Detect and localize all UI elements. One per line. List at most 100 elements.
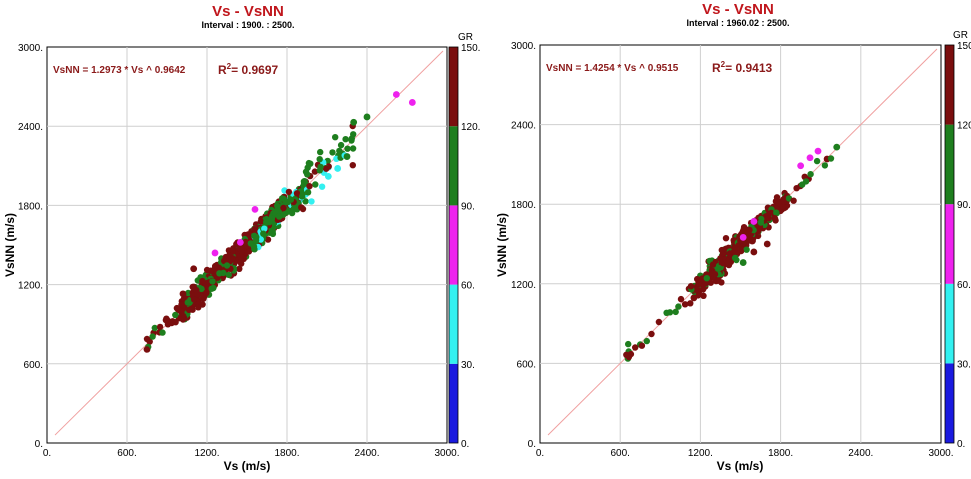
data-point [251,205,259,213]
data-point [185,306,193,313]
data-point [632,344,639,351]
data-point [151,324,158,332]
data-point [638,342,646,349]
data-point [323,165,330,172]
data-point [302,198,309,205]
data-point [264,236,272,243]
x-axis-label: Vs (m/s) [224,459,271,473]
data-point [814,147,822,155]
data-point [709,270,716,277]
x-tick-label: 0. [43,448,51,459]
data-point [740,224,748,231]
data-point [717,255,724,262]
colorbar-labels: 0. 30. 60. 90. 120 150 [957,41,971,450]
data-point [827,155,835,162]
y-tick-labels: 0. 600. 1200. 1800. 2400. 3000. [511,41,536,450]
data-point [765,215,772,222]
colorbar-frame [944,44,955,444]
x-tick-label: 2400. [848,448,873,459]
y-tick-label: 1800. [18,201,43,212]
data-point [324,172,332,180]
data-point [690,294,698,302]
data-point [750,218,758,225]
colorbar-tick-label: 120 [957,121,971,132]
data-point [317,163,324,171]
data-point [304,164,311,171]
data-point [773,194,781,201]
data-point [191,296,198,303]
data-point [236,243,244,251]
data-point [349,162,356,169]
x-tick-labels: 0. 600. 1200. 1800. 2400. 3000. [536,448,954,459]
data-point [707,279,714,286]
data-point [363,113,371,121]
y-axis-label: VsNN (m/s) [495,213,509,277]
data-point [797,162,805,170]
colorbar-band [945,45,954,125]
data-point [276,213,283,220]
data-point [143,335,151,343]
y-tick-label: 3000. [511,41,536,52]
data-point [203,289,210,297]
colorbar-band [945,124,954,205]
data-point [304,189,312,196]
data-point [245,248,253,255]
data-point [329,149,336,156]
data-point [813,157,821,165]
colorbar-band [449,363,458,443]
data-point [204,279,211,287]
data-point [739,259,747,266]
data-point [316,156,323,163]
data-point [718,246,725,254]
data-point [318,183,326,190]
data-point [198,285,205,293]
data-point [716,264,723,272]
data-point [236,238,244,246]
data-point [350,118,358,126]
data-point [715,277,722,284]
data-point [298,193,306,200]
data-point [199,277,206,285]
data-point [164,321,172,328]
data-point [251,226,258,233]
colorbar-title: GR [953,30,968,41]
data-point [334,165,342,172]
data-point [790,197,797,204]
data-point [697,276,705,283]
colorbar-tick-label: 30. [957,359,971,370]
data-point [655,318,663,326]
data-point [337,141,345,149]
regression-equation: VsNN = 1.4254 * Vs ^ 0.9515 [546,63,679,74]
x-tick-labels: 0. 600. 1200. 1800. 2400. 3000. [43,448,460,459]
data-point [293,190,301,197]
data-point [298,204,305,211]
x-tick-label: 1200. [688,448,713,459]
data-point [242,238,249,246]
colorbar-title: GR [458,32,473,43]
data-point [149,333,156,340]
colorbar-labels: 0. 30. 60. 90. 120. 150. [461,43,480,450]
grid [540,45,941,443]
colorbar-tick-label: 60. [957,280,971,291]
data-point [350,131,357,138]
colorbar-tick-label: 120. [461,122,480,133]
data-point [731,254,739,262]
data-point [677,295,685,303]
data-point [743,246,750,253]
data-point [702,280,709,287]
x-tick-label: 1200. [194,448,219,459]
data-point [226,252,233,259]
data-point [687,300,694,307]
data-point [342,136,349,143]
y-axis-label: VsNN (m/s) [3,213,17,277]
colorbar-tick-label: 150 [957,41,971,52]
data-point [700,292,707,299]
data-point [169,318,176,325]
data-point [771,215,778,222]
colorbar-tick-label: 30. [461,360,475,371]
colorbar-band [945,363,954,443]
data-point [207,267,214,274]
data-point [209,278,216,285]
data-point [269,230,277,238]
x-tick-label: 0. [536,448,544,459]
